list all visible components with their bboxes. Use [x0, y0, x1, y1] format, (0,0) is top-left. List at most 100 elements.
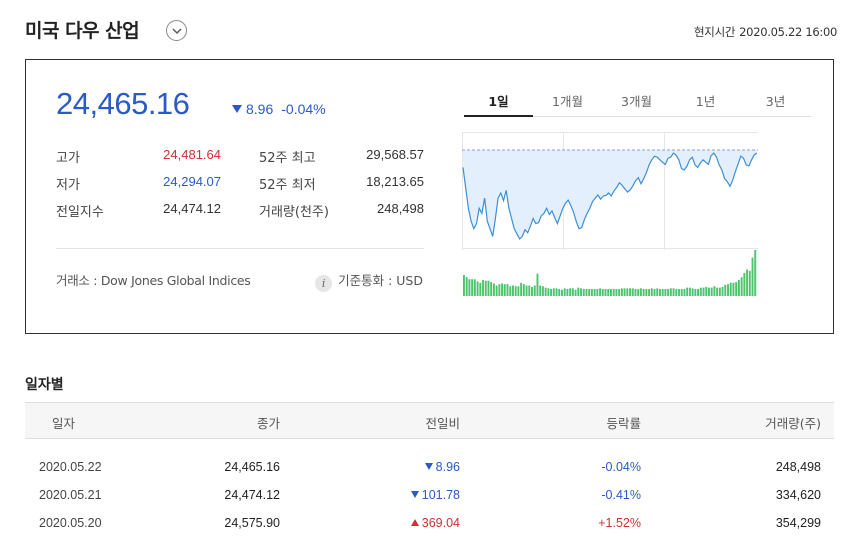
volume-bar [512, 285, 514, 296]
volume-bar [620, 288, 623, 296]
volume-bar [487, 280, 490, 296]
stat-label: 전일지수 [56, 205, 104, 220]
volume-bar [694, 289, 697, 296]
volume-bar [612, 289, 615, 296]
volume-bar [577, 287, 580, 296]
volume-bar [623, 288, 626, 296]
volume-bar [751, 257, 754, 296]
volume-bar [601, 289, 604, 296]
volume-bar [498, 284, 501, 296]
cell-volume: 334,620 [775, 488, 821, 502]
cell-diff: 101.78 [410, 488, 460, 502]
stat-label: 고가 [56, 151, 80, 166]
volume-bar [699, 287, 702, 296]
volume-bar [585, 289, 588, 296]
stat-row-low: 저가 24,294.07 52주 최저 18,213.65 [56, 174, 424, 194]
tab-1m[interactable]: 1개월 [552, 94, 583, 109]
volume-bar [645, 289, 648, 296]
volume-bar [484, 280, 487, 296]
stat-value-volume: 248,498 [377, 201, 424, 216]
volume-bar [596, 289, 599, 296]
cell-diff-value: 8.96 [435, 460, 460, 474]
volume-bar [667, 289, 670, 296]
volume-bar [552, 288, 555, 296]
stat-value-52w-low: 18,213.65 [366, 174, 424, 189]
volume-bar [626, 288, 629, 296]
volume-bar [743, 273, 746, 296]
volume-bar [590, 289, 593, 296]
stat-label: 52주 최고 [259, 151, 316, 166]
cell-date: 2020.05.22 [39, 460, 102, 474]
volume-bar [522, 284, 525, 296]
current-price: 24,465.16 [56, 86, 190, 121]
volume-bar [531, 286, 533, 296]
volume-bar [686, 287, 689, 296]
volume-bar [495, 285, 498, 296]
stat-value-high: 24,481.64 [163, 147, 221, 162]
volume-bar [705, 286, 708, 296]
volume-bar [710, 287, 713, 296]
table-header: 일자 종가 전일비 등락률 거래량(주) [25, 402, 834, 439]
local-time-value: 2020.05.22 16:00 [739, 25, 837, 39]
volume-bar [648, 289, 651, 296]
tab-1y[interactable]: 1년 [695, 94, 716, 109]
volume-bar [574, 289, 577, 296]
stat-value-low: 24,294.07 [163, 174, 221, 189]
info-icon[interactable]: i [315, 275, 333, 292]
volume-bar [615, 289, 618, 296]
volume-bar [539, 285, 542, 296]
volume-bar [514, 286, 517, 296]
tab-1d[interactable]: 1일 [488, 94, 509, 109]
volume-bar [675, 289, 678, 296]
volume-bar [604, 289, 607, 296]
table-row: 2020.05.21 24,474.12 101.78 -0.41% 334,620 [25, 481, 834, 509]
volume-bar [746, 269, 749, 296]
cell-pct: -0.04% [601, 460, 641, 474]
daily-section-title: 일자별 [25, 377, 64, 393]
volume-bar [492, 283, 495, 296]
volume-bar [528, 285, 531, 296]
volume-bar [563, 288, 566, 296]
volume-bar [479, 282, 482, 296]
volume-bar [737, 279, 740, 296]
stat-row-prev: 전일지수 24,474.12 거래량(천주) 248,498 [56, 201, 424, 221]
volume-bar [490, 282, 493, 296]
cell-pct: +1.52% [598, 516, 641, 530]
volume-bar [664, 289, 667, 296]
tab-3m[interactable]: 3개월 [621, 94, 652, 109]
volume-bar [659, 289, 661, 296]
volume-bar [727, 284, 729, 296]
price-change: 8.96 -0.04% [232, 101, 326, 117]
volume-bar [473, 279, 476, 296]
volume-bar [669, 288, 672, 296]
cell-close: 24,474.12 [224, 488, 280, 502]
volume-bar [520, 282, 523, 296]
volume-bar [555, 288, 558, 296]
currency-info: i 기준통화 : USD [315, 270, 423, 292]
currency-label: 기준통화 : USD [338, 273, 423, 288]
col-date: 일자 [52, 416, 76, 431]
quote-panel: 24,465.16 8.96 -0.04% 고가 24,481.64 52주 최고… [25, 59, 834, 334]
volume-bar [569, 288, 572, 296]
down-triangle-icon [232, 105, 242, 113]
volume-bar [610, 289, 612, 296]
cell-volume: 354,299 [775, 516, 821, 530]
up-triangle-icon [410, 519, 419, 526]
change-value: 8.96 [246, 101, 274, 117]
cell-date: 2020.05.21 [39, 488, 102, 502]
col-pct: 등락률 [606, 416, 641, 431]
volume-bar [471, 279, 474, 296]
chevron-down-icon[interactable] [166, 20, 187, 41]
stat-label: 52주 최저 [259, 178, 316, 193]
tab-3y[interactable]: 3년 [765, 94, 786, 109]
volume-bar [607, 289, 610, 296]
volume-bar [724, 284, 727, 296]
cell-diff: 8.96 [424, 460, 460, 474]
volume-bar [748, 270, 751, 296]
volume-bar [541, 286, 544, 296]
volume-bar [468, 279, 471, 296]
volume-bar [642, 289, 645, 296]
cell-date: 2020.05.20 [39, 516, 102, 530]
cell-volume: 248,498 [775, 460, 821, 474]
volume-bar [618, 289, 621, 296]
